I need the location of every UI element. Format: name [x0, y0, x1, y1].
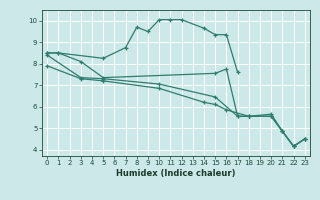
X-axis label: Humidex (Indice chaleur): Humidex (Indice chaleur)	[116, 169, 236, 178]
